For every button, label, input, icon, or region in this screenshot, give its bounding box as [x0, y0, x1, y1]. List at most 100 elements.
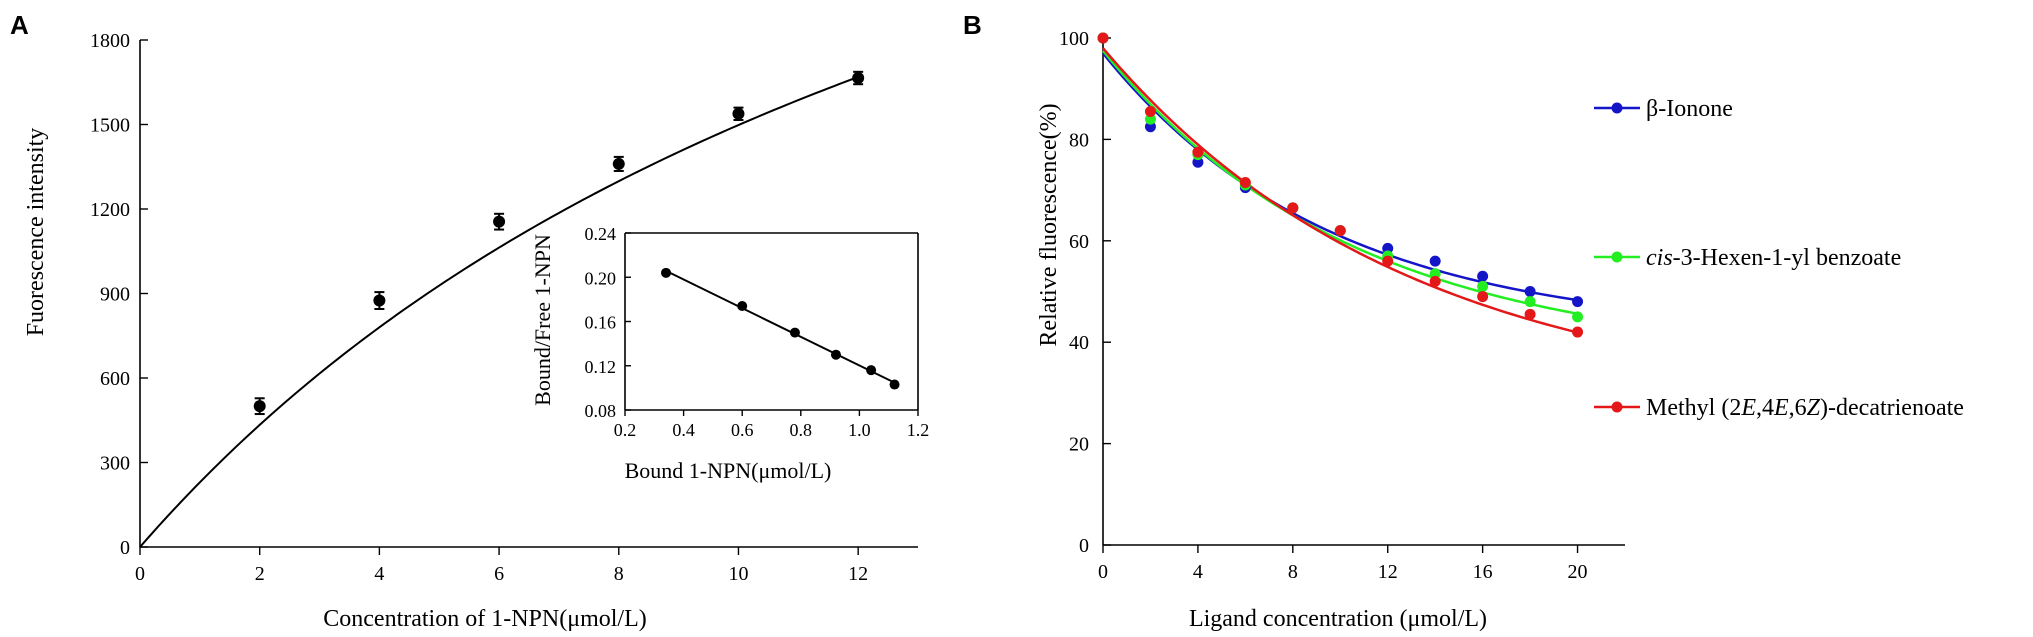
- x-tick-label: 8: [1288, 561, 1298, 583]
- y-tick-label: 0.20: [585, 268, 617, 288]
- data-point: [253, 400, 266, 413]
- x-tick-label: 4: [1193, 561, 1203, 583]
- data-point-series-0: [1524, 286, 1536, 297]
- data-point-series-2: [1239, 176, 1251, 188]
- data-point-series-2: [1382, 255, 1394, 267]
- legend-item-beta-ionone: β-Ionone: [1594, 96, 1733, 122]
- data-point-series-2: [1477, 291, 1489, 303]
- legend-item-methyl-decatrienoate: Methyl (2E,4E,6Z)-decatrienoate: [1594, 395, 1964, 421]
- panel-a-x-axis-title: Concentration of 1-NPN(μmol/L): [323, 606, 646, 632]
- y-tick-label: 900: [100, 284, 130, 306]
- y-tick-label: 0.08: [585, 401, 617, 421]
- legend-swatch-dot: [1611, 401, 1623, 413]
- x-tick-label: 1.2: [907, 420, 930, 440]
- data-point-series-2: [1097, 32, 1109, 44]
- data-point-series-0: [1572, 296, 1584, 308]
- data-point: [373, 294, 386, 307]
- inset-data-point: [830, 349, 841, 360]
- inset-x-ticks: 0.2 0.4 0.6 0.8 1.0 1.2: [614, 410, 930, 440]
- panel-a-y-axis-title: Fuorescence intensity: [23, 128, 49, 337]
- data-point-series-1: [1524, 296, 1536, 308]
- data-point-series-0: [1192, 156, 1204, 168]
- panel-a-data-points: [253, 70, 865, 416]
- inset-data-point: [866, 365, 877, 376]
- panel-b-legend: β-Ionone cis-3-Hexen-1-yl benzoate Methy…: [1594, 96, 1964, 421]
- panel-letter-b: B: [963, 10, 982, 40]
- legend-swatch-dot: [1611, 251, 1623, 263]
- legend-label-cis-hexenyl-benzoate: cis-3-Hexen-1-yl benzoate: [1646, 245, 1901, 271]
- data-point-series-0: [1429, 255, 1441, 267]
- x-tick-label: 8: [614, 563, 624, 585]
- y-tick-label: 100: [1059, 28, 1089, 50]
- data-point: [493, 215, 506, 228]
- data-point-with-error: [253, 397, 266, 416]
- y-tick-label: 0.12: [585, 357, 617, 377]
- data-point-with-error: [373, 291, 386, 310]
- x-tick-label: 16: [1473, 561, 1493, 583]
- x-tick-label: 1.0: [848, 420, 871, 440]
- fit-curve-series-2: [1102, 47, 1578, 334]
- x-tick-label: 0: [135, 563, 145, 585]
- data-point-series-2: [1287, 202, 1299, 214]
- panel-a-y-ticks: 0 300 600 900 1200 1500 1800: [90, 30, 148, 559]
- data-point-with-error: [493, 212, 506, 231]
- fit-curve-series-1: [1102, 49, 1578, 315]
- inset-data-points: [661, 267, 900, 390]
- inset-regression-line: [665, 269, 895, 384]
- y-tick-label: 1200: [90, 199, 130, 221]
- panel-b-y-ticks: 0 20 40 60 80 100: [1059, 28, 1111, 557]
- panel-b-data-points: [1097, 32, 1584, 338]
- data-point-series-2: [1192, 146, 1204, 158]
- y-tick-label: 1800: [90, 30, 130, 52]
- x-tick-label: 0: [1098, 561, 1108, 583]
- y-tick-label: 300: [100, 453, 130, 475]
- inset-data-point: [889, 379, 900, 390]
- y-tick-label: 40: [1069, 332, 1089, 354]
- x-tick-label: 0.8: [790, 420, 813, 440]
- data-point-series-0: [1477, 270, 1489, 282]
- y-tick-label: 0: [120, 537, 130, 559]
- data-point: [732, 107, 745, 120]
- data-point-series-2: [1334, 225, 1346, 237]
- x-tick-label: 4: [374, 563, 384, 585]
- fit-curve-series-0: [1102, 52, 1578, 302]
- panel-b-fit-curves: [1102, 47, 1578, 334]
- panel-a-chart: 0 2 4 6 8 10 12 0 300 600 900 1200 1500 1800 Concent…: [23, 30, 929, 632]
- data-point-series-1: [1429, 268, 1441, 280]
- data-point-with-error: [852, 70, 865, 86]
- data-point-series-1: [1144, 113, 1156, 125]
- inset-data-point: [789, 327, 800, 338]
- inset-data-point: [737, 301, 748, 312]
- data-point-series-2: [1572, 326, 1584, 338]
- y-tick-label: 1500: [90, 115, 130, 137]
- panel-b-chart: 0 4 8 12 16 20 0 20 40 60 80 100 Ligand concentrat…: [1036, 28, 1964, 632]
- panel-a-fit-curve: [139, 76, 859, 548]
- data-point-with-error: [732, 106, 745, 121]
- panel-b-y-axis-title: Relative fluorescence(%): [1036, 103, 1062, 346]
- y-tick-label: 0: [1079, 535, 1089, 557]
- data-point-series-0: [1144, 121, 1156, 133]
- x-tick-label: 20: [1568, 561, 1588, 583]
- panel-b-x-ticks: 0 4 8 12 16 20: [1098, 545, 1588, 583]
- x-tick-label: 2: [255, 563, 265, 585]
- panel-a-inset-chart: 0.2 0.4 0.6 0.8 1.0 1.2 0.080.120.160.200.24 …: [530, 224, 929, 483]
- legend-label-beta-ionone: β-Ionone: [1646, 96, 1733, 122]
- data-point: [852, 72, 865, 85]
- legend-item-cis-hexenyl-benzoate: cis-3-Hexen-1-yl benzoate: [1594, 245, 1901, 271]
- x-tick-label: 12: [1378, 561, 1398, 583]
- panel-b-x-axis-title: Ligand concentration (μmol/L): [1189, 606, 1487, 632]
- x-tick-label: 0.4: [672, 420, 695, 440]
- legend-swatch-dot: [1611, 102, 1623, 114]
- data-point-series-1: [1477, 280, 1489, 292]
- x-tick-label: 6: [494, 563, 504, 585]
- inset-y-ticks: 0.08 0.12 0.16 0.20 0.24: [585, 224, 631, 421]
- x-tick-label: 0.2: [614, 420, 637, 440]
- x-tick-label: 10: [728, 563, 748, 585]
- data-point-series-2: [1429, 275, 1441, 287]
- x-tick-label: 0.6: [731, 420, 754, 440]
- legend-label-methyl-decatrienoate: Methyl (2E,4E,6Z)-decatrienoate: [1646, 395, 1964, 421]
- data-point-series-2: [1144, 106, 1156, 118]
- data-point-series-1: [1572, 311, 1584, 323]
- panel-a-x-ticks: 0 2 4 6 8 10 12: [135, 547, 868, 585]
